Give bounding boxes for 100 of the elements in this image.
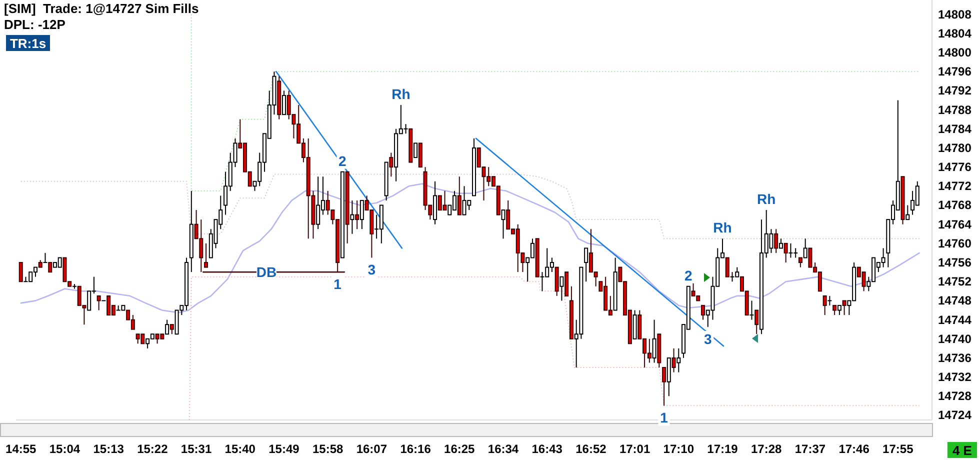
x-tick-label: 16:43 <box>532 442 563 456</box>
candlestick <box>774 228 778 254</box>
candlestick <box>676 348 681 373</box>
x-tick-label: 15:49 <box>268 442 300 456</box>
y-tick-label: 14804 <box>938 26 972 40</box>
x-tick-label: 16:34 <box>488 442 519 456</box>
candlestick <box>42 252 48 263</box>
candlestick <box>564 272 569 296</box>
candlestick <box>457 176 462 216</box>
candlestick <box>360 200 364 230</box>
y-tick-label: 14744 <box>938 312 972 327</box>
annotation: Rh <box>757 191 776 207</box>
candlestick <box>784 242 788 263</box>
y-tick-label: 14776 <box>938 160 972 174</box>
x-tick-label: 17:37 <box>794 442 826 456</box>
candlestick <box>803 238 808 258</box>
x-tick-label: 15:13 <box>93 442 124 456</box>
y-tick-label: 14752 <box>938 274 972 289</box>
y-tick-label: 14772 <box>938 179 972 194</box>
annotation: 2 <box>684 267 692 284</box>
candlestick <box>48 262 52 273</box>
x-tick-label: 17:28 <box>751 442 782 456</box>
candlestick <box>632 310 637 340</box>
y-tick-label: 14764 <box>938 217 972 232</box>
candlestick <box>798 257 802 268</box>
candlestick <box>350 200 354 234</box>
candlestick <box>778 238 783 249</box>
candlestick <box>355 200 360 230</box>
annotation: 3 <box>368 262 376 278</box>
annotation: Rh <box>392 86 410 102</box>
x-tick-label: 16:25 <box>444 442 476 456</box>
text: DPL: -12P <box>4 17 66 32</box>
annotation: DB <box>256 264 277 280</box>
candlestick <box>560 276 564 302</box>
y-tick-label: 14732 <box>938 370 972 384</box>
x-tick-label: 17:10 <box>663 442 694 456</box>
candlestick <box>837 304 842 316</box>
x-tick-label: 16:52 <box>576 442 607 456</box>
candlestick <box>389 152 394 178</box>
candlestick <box>788 242 794 258</box>
y-tick-label: 14760 <box>938 236 972 250</box>
y-tick-label: 14724 <box>938 408 972 422</box>
candlestick <box>827 295 832 306</box>
candlestick <box>204 242 208 268</box>
candlestick <box>584 248 588 282</box>
candlestick <box>282 90 286 116</box>
candlestick <box>822 295 827 316</box>
candlestick <box>906 204 910 220</box>
annotation: Rh <box>713 220 732 236</box>
annotation: 3 <box>704 330 712 347</box>
candlestick <box>754 310 759 335</box>
candlestick <box>672 348 676 373</box>
candlestick <box>554 266 559 296</box>
candlestick <box>501 210 506 240</box>
candlestick <box>170 324 174 335</box>
x-tick-label: 15:04 <box>49 442 80 456</box>
annotation: 2 <box>338 152 347 169</box>
y-tick-label: 14728 <box>938 389 972 404</box>
y-tick-label: 14768 <box>938 198 972 212</box>
candlestick <box>414 142 418 158</box>
candlestick <box>96 295 101 311</box>
x-tick-label: 15:31 <box>180 442 212 456</box>
y-tick-label: 14740 <box>938 332 972 346</box>
x-tick-label: 14:55 <box>6 442 37 456</box>
candlestick <box>730 272 735 282</box>
y-tick-label: 14780 <box>938 140 972 155</box>
x-tick-label: 16:16 <box>400 442 432 456</box>
y-tick-label: 14808 <box>938 7 972 22</box>
x-tick-label: 17:55 <box>882 442 914 456</box>
x-tick-label: 17:46 <box>838 442 870 456</box>
y-tick-label: 14796 <box>938 64 972 79</box>
annotation: 1 <box>660 410 668 426</box>
candlestick <box>842 300 846 316</box>
x-tick-label: 15:22 <box>137 442 168 456</box>
candlestick <box>18 262 23 282</box>
chart-title: [SIM] Trade: 1@14727 Sim Fills <box>4 1 199 16</box>
y-tick-label: 14736 <box>938 350 972 365</box>
line-series <box>190 14 920 192</box>
x-tick-label: 15:58 <box>312 442 344 456</box>
candlestick <box>652 319 656 364</box>
annotation: 1 <box>334 276 342 292</box>
candlestick <box>433 180 438 225</box>
candlestick <box>725 257 730 278</box>
candlestick <box>749 300 754 320</box>
y-tick-label: 14748 <box>938 294 972 308</box>
y-tick-label: 14800 <box>938 46 972 60</box>
candlestick <box>403 124 408 134</box>
candlestick <box>666 357 671 397</box>
candlestick <box>701 304 706 320</box>
candlestick <box>165 319 170 335</box>
x-tick-label: 17:19 <box>707 442 738 456</box>
x-tick-label: 16:07 <box>356 442 388 456</box>
candlestick <box>662 367 666 406</box>
y-tick-label: 14788 <box>938 102 972 117</box>
y-tick-label: 14792 <box>938 84 972 98</box>
candlestick <box>832 304 837 316</box>
x-tick-label: 17:01 <box>619 442 650 456</box>
x-tick-label: 15:40 <box>224 442 256 456</box>
candlestick <box>418 142 422 168</box>
y-tick-label: 14756 <box>938 256 972 270</box>
